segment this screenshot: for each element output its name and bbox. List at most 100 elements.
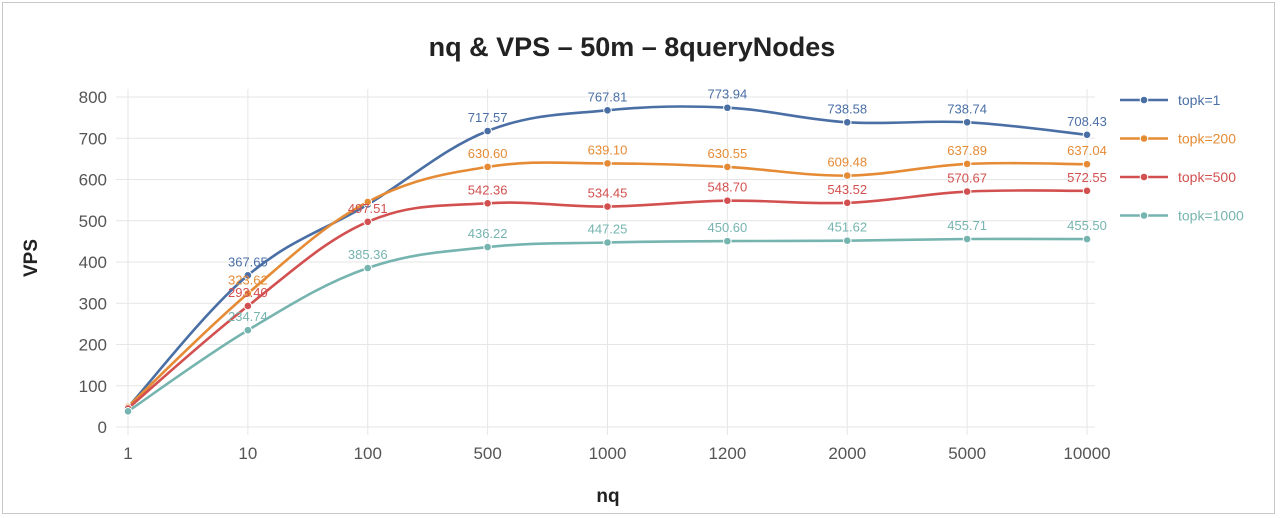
data-label: 630.60 bbox=[468, 146, 508, 161]
data-point[interactable] bbox=[962, 159, 972, 169]
legend[interactable]: topk=1 topk=200 topk=500 topk=1000 bbox=[1120, 92, 1244, 224]
data-point[interactable] bbox=[723, 162, 732, 172]
data-point[interactable] bbox=[1082, 186, 1092, 196]
legend-marker bbox=[1139, 134, 1149, 143]
data-label: 767.81 bbox=[588, 89, 628, 104]
x-tick-label: 500 bbox=[473, 444, 501, 463]
x-tick-label: 2000 bbox=[828, 444, 866, 463]
data-point[interactable] bbox=[603, 238, 612, 247]
legend-label[interactable]: topk=1 bbox=[1178, 92, 1221, 108]
y-tick-label: 200 bbox=[79, 336, 107, 355]
data-label: 630.55 bbox=[707, 146, 747, 161]
data-point[interactable] bbox=[842, 171, 852, 180]
x-tick-labels: 1 10 100 500 1000 1200 2000 5000 10000 bbox=[123, 444, 1110, 463]
data-label: 717.57 bbox=[468, 110, 508, 125]
data-label: 534.45 bbox=[588, 186, 628, 201]
x-tick-label: 5000 bbox=[948, 444, 986, 463]
y-tick-label: 100 bbox=[79, 377, 107, 396]
data-point[interactable] bbox=[363, 197, 373, 207]
data-point[interactable] bbox=[243, 289, 253, 298]
data-label: 542.36 bbox=[468, 182, 508, 197]
data-label: 447.25 bbox=[588, 222, 628, 237]
data-label: 738.58 bbox=[827, 101, 867, 116]
x-tick-label: 1200 bbox=[708, 444, 746, 463]
data-point[interactable] bbox=[483, 162, 492, 172]
data-point[interactable] bbox=[363, 217, 373, 227]
data-point[interactable] bbox=[842, 198, 852, 208]
grid-lines bbox=[116, 89, 1095, 435]
x-tick-label: 10000 bbox=[1063, 444, 1110, 463]
data-label: 548.70 bbox=[707, 180, 747, 195]
data-point[interactable] bbox=[723, 196, 732, 205]
y-tick-label: 400 bbox=[79, 253, 107, 272]
y-tick-label: 800 bbox=[79, 88, 107, 107]
series-line bbox=[127, 161, 1088, 408]
data-point[interactable] bbox=[243, 271, 253, 280]
data-labels: 367.65 717.57 767.81 773.94 738.58 738.74 708.… bbox=[228, 87, 1107, 324]
data-label: 367.65 bbox=[228, 254, 268, 269]
x-tick-label: 100 bbox=[354, 444, 382, 463]
y-tick-label: 700 bbox=[79, 129, 107, 148]
data-label: 570.67 bbox=[947, 171, 987, 186]
legend-label[interactable]: topk=1000 bbox=[1178, 208, 1244, 224]
data-label: 637.04 bbox=[1067, 143, 1107, 158]
legend-marker bbox=[1139, 172, 1149, 182]
series-line bbox=[127, 189, 1088, 410]
legend-label[interactable]: topk=200 bbox=[1178, 131, 1236, 147]
y-tick-label: 600 bbox=[79, 171, 107, 190]
data-label: 572.55 bbox=[1067, 170, 1107, 185]
y-tick-label: 0 bbox=[98, 418, 107, 437]
data-point[interactable] bbox=[1082, 159, 1092, 169]
data-label: 450.60 bbox=[707, 220, 747, 235]
data-label: 436.22 bbox=[468, 226, 508, 241]
data-point[interactable] bbox=[123, 407, 133, 416]
series-group bbox=[123, 103, 1092, 416]
data-label: 497.51 bbox=[348, 201, 388, 216]
data-label: 455.71 bbox=[947, 218, 987, 233]
series-line bbox=[127, 237, 1088, 413]
data-point[interactable] bbox=[1082, 130, 1092, 140]
data-point[interactable] bbox=[243, 325, 253, 335]
data-point[interactable] bbox=[603, 202, 612, 211]
data-label: 451.62 bbox=[827, 220, 867, 235]
series-line bbox=[127, 105, 1088, 409]
data-point[interactable] bbox=[603, 105, 612, 115]
y-tick-labels: 0 100 200 300 400 500 600 700 800 bbox=[79, 88, 107, 437]
data-point[interactable] bbox=[483, 198, 492, 208]
data-label: 293.40 bbox=[228, 285, 268, 300]
data-label: 609.48 bbox=[827, 155, 867, 170]
data-point[interactable] bbox=[962, 187, 972, 196]
data-point[interactable] bbox=[243, 301, 253, 311]
legend-marker bbox=[1139, 211, 1149, 220]
legend-label[interactable]: topk=500 bbox=[1178, 169, 1236, 185]
data-label: 738.74 bbox=[947, 101, 987, 116]
data-point[interactable] bbox=[962, 234, 972, 244]
data-label: 773.94 bbox=[707, 87, 747, 102]
data-point[interactable] bbox=[603, 159, 612, 168]
data-label: 234.74 bbox=[228, 309, 268, 324]
data-label: 637.89 bbox=[947, 143, 987, 158]
data-point[interactable] bbox=[962, 117, 972, 127]
data-label: 543.52 bbox=[827, 182, 867, 197]
data-label: 708.43 bbox=[1067, 114, 1107, 129]
chart-title: nq & VPS – 50m – 8queryNodes bbox=[429, 32, 836, 62]
data-label: 385.36 bbox=[348, 247, 388, 262]
legend-marker bbox=[1139, 95, 1149, 105]
data-point[interactable] bbox=[1082, 234, 1092, 244]
data-point[interactable] bbox=[842, 118, 852, 127]
y-axis-title: VPS bbox=[21, 239, 42, 277]
data-label: 455.50 bbox=[1067, 218, 1107, 233]
data-point[interactable] bbox=[483, 242, 492, 252]
data-label: 639.10 bbox=[588, 142, 628, 157]
data-point[interactable] bbox=[842, 236, 852, 246]
data-point[interactable] bbox=[363, 263, 373, 273]
data-point[interactable] bbox=[723, 236, 732, 246]
x-axis-title: nq bbox=[596, 486, 619, 507]
data-point[interactable] bbox=[723, 103, 732, 113]
x-tick-label: 1 bbox=[123, 444, 132, 463]
y-tick-label: 300 bbox=[79, 294, 107, 313]
data-label: 323.62 bbox=[228, 273, 268, 288]
data-point[interactable] bbox=[483, 126, 492, 136]
